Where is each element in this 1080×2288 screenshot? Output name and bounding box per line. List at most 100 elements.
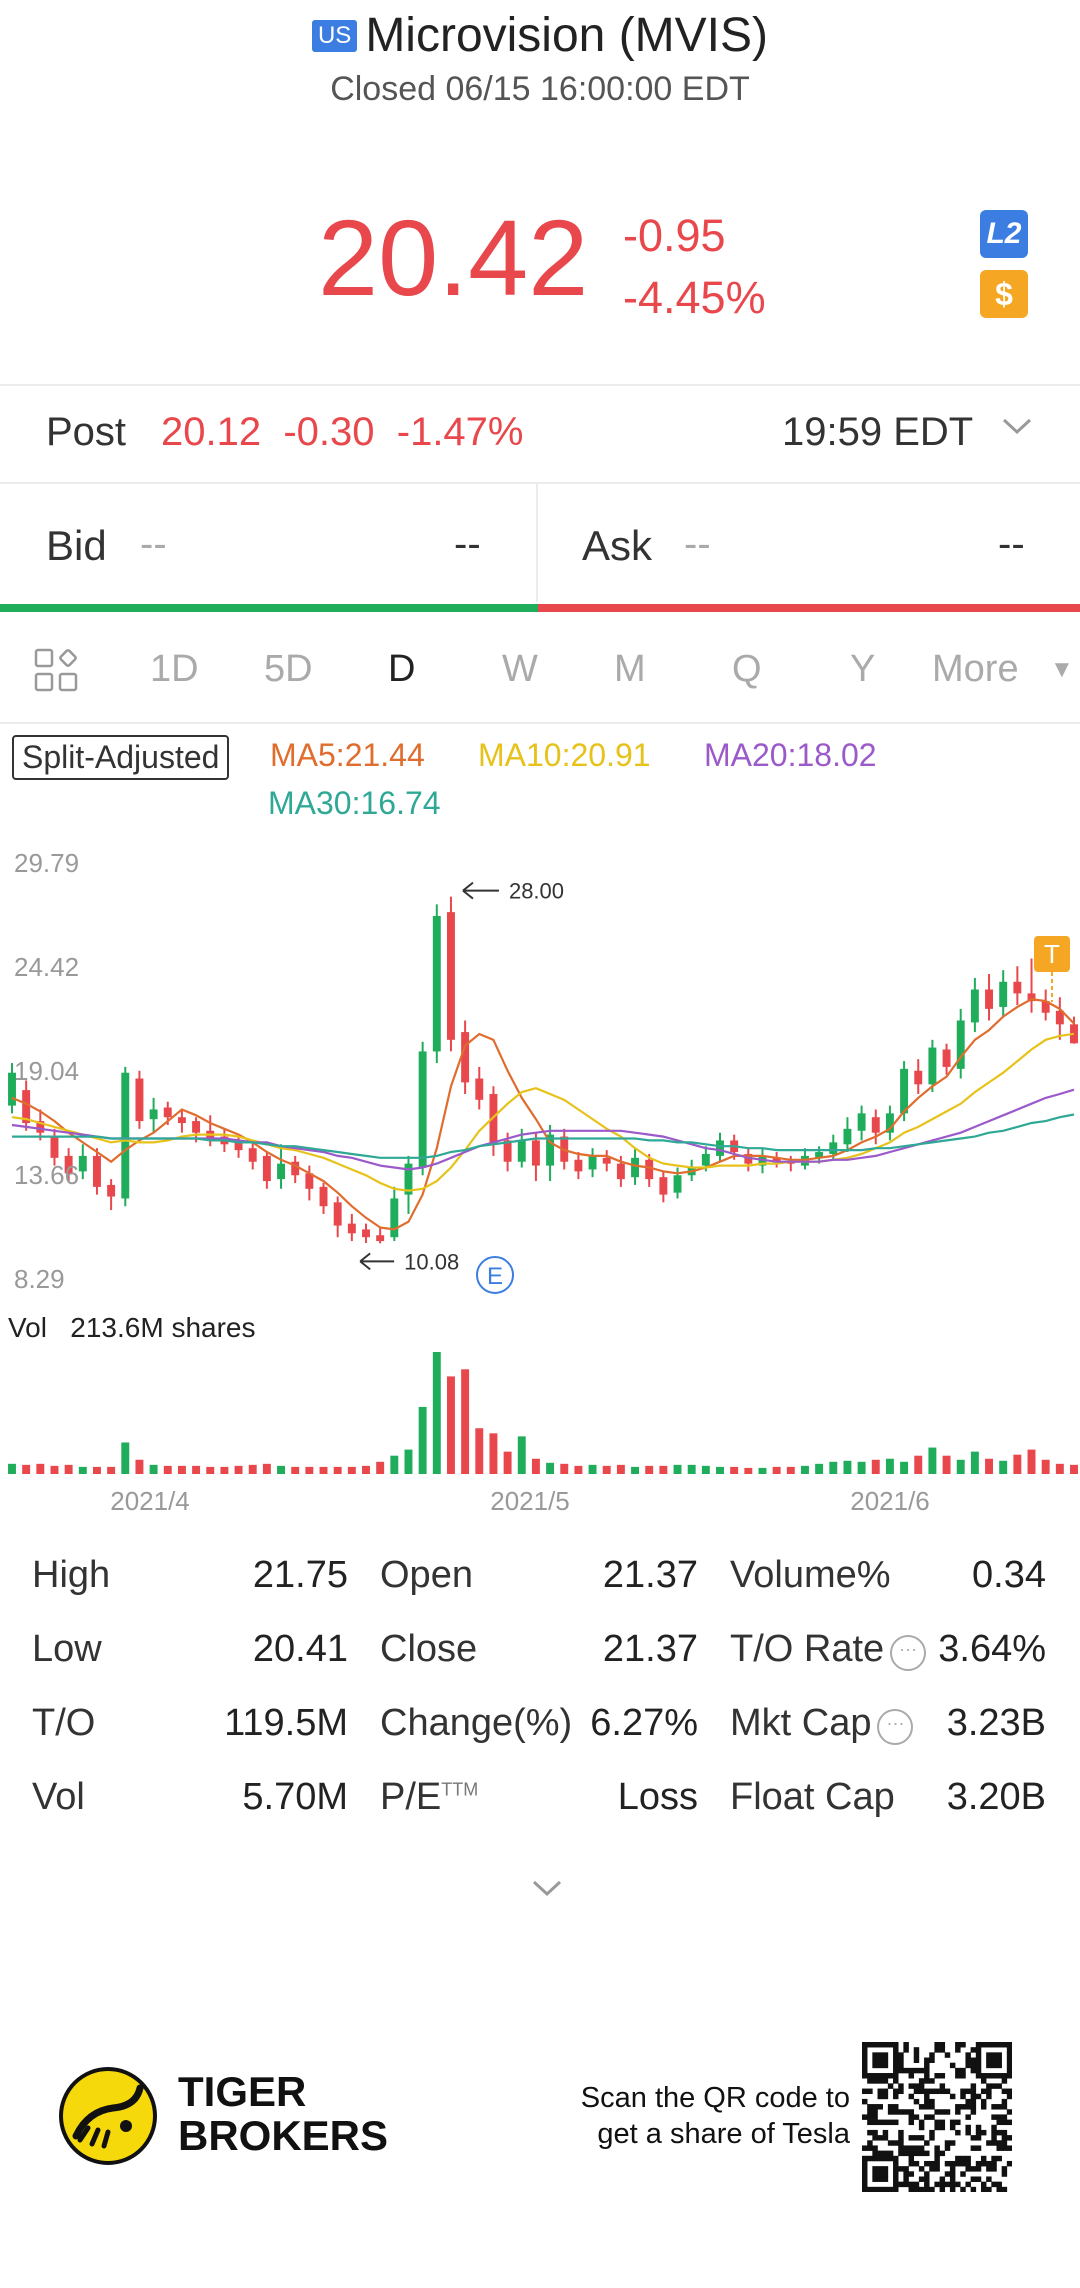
volume-title: Vol <box>8 1312 47 1343</box>
tab-1d[interactable]: 1D <box>150 648 199 690</box>
post-market-values: 20.12 -0.30 -1.47% <box>161 410 524 455</box>
volume-bar <box>107 1466 116 1474</box>
tab-quarterly[interactable]: Q <box>732 648 762 690</box>
divider <box>0 722 1080 724</box>
expand-chevron-icon[interactable] <box>530 1870 564 1909</box>
volume-bar <box>1041 1459 1050 1474</box>
candle-body <box>135 1078 144 1122</box>
candle <box>22 1080 31 1131</box>
info-icon[interactable]: ··· <box>890 1635 927 1671</box>
volume-bar <box>248 1464 257 1474</box>
volume-bar <box>560 1463 569 1474</box>
level2-button[interactable]: L2 <box>980 210 1028 258</box>
candle-body <box>319 1186 328 1207</box>
candle <box>36 1109 45 1141</box>
volume-bar <box>390 1455 399 1474</box>
stat-label: Float Cap <box>730 1776 895 1819</box>
volume-bar <box>489 1433 498 1474</box>
volume-bar <box>758 1467 767 1474</box>
candle-body <box>531 1140 540 1166</box>
candle-body <box>772 1157 781 1162</box>
volume-bar <box>177 1465 186 1474</box>
candle <box>857 1105 866 1141</box>
y-tick-label: 8.29 <box>14 1264 65 1294</box>
candle-body <box>461 1032 470 1083</box>
trade-button[interactable]: $ <box>980 270 1028 318</box>
volume-bar <box>701 1465 710 1474</box>
candle <box>985 974 994 1021</box>
tab-5d[interactable]: 5D <box>264 648 313 690</box>
post-market-time: 19:59 EDT <box>782 410 974 454</box>
price-change: -0.95 -4.45% <box>623 205 766 329</box>
x-tick-label: 2021/4 <box>110 1486 190 1516</box>
candle <box>1041 989 1050 1021</box>
ma-line-ma30 <box>12 1113 1075 1159</box>
stat-label-text: Float Cap <box>730 1776 895 1818</box>
stat-label-text: Volume% <box>730 1554 891 1596</box>
tab-daily[interactable]: D <box>388 648 416 690</box>
candle <box>461 1020 470 1094</box>
candle-body <box>970 989 979 1023</box>
volume-bar <box>687 1464 696 1474</box>
candle-body <box>517 1140 526 1162</box>
volume-bar <box>376 1461 385 1474</box>
candle <box>1013 966 1022 1005</box>
candle-body <box>885 1113 894 1133</box>
ma-line-ma10 <box>11 1032 1075 1192</box>
stat-value: 21.75 <box>252 1554 348 1596</box>
stat-label-text: Mkt Cap <box>730 1702 872 1744</box>
candle-body <box>1027 993 1036 1002</box>
stat-value: 21.37 <box>602 1628 698 1670</box>
candle-body <box>432 915 441 1052</box>
volume-bar <box>985 1458 994 1474</box>
tab-monthly[interactable]: M <box>614 648 646 690</box>
candle-body <box>149 1109 158 1120</box>
change-percent: -4.45% <box>623 272 766 323</box>
earnings-marker-label: E <box>487 1263 503 1290</box>
candle <box>149 1097 158 1133</box>
change-value: -0.95 <box>623 210 726 261</box>
volume-bar <box>531 1458 540 1474</box>
stat-value: 0.34 <box>972 1554 1046 1596</box>
candle <box>885 1105 894 1141</box>
candle-body <box>999 981 1008 1007</box>
volume-bar <box>1070 1464 1078 1474</box>
volume-bar <box>885 1458 894 1474</box>
grid-layout-icon[interactable] <box>34 648 78 692</box>
volume-bar <box>616 1464 625 1474</box>
tab-weekly[interactable]: W <box>502 648 538 690</box>
candle-body <box>843 1128 852 1145</box>
candle-body <box>871 1117 880 1133</box>
candle-body <box>914 1070 923 1085</box>
volume-bar <box>163 1465 172 1474</box>
chevron-down-icon[interactable] <box>1000 412 1034 446</box>
tab-yearly[interactable]: Y <box>850 648 876 690</box>
candle-body <box>546 1134 555 1166</box>
candle-body <box>262 1155 271 1182</box>
volume-bar <box>64 1464 73 1474</box>
bid-price: -- <box>140 522 167 566</box>
candle-body <box>376 1235 385 1242</box>
volume-bar <box>588 1464 597 1474</box>
caret-down-icon[interactable]: ▼ <box>1050 656 1074 683</box>
volume-bar <box>857 1461 866 1474</box>
volume-label: Vol 213.6M shares <box>8 1312 256 1344</box>
stat-label-text: T/O <box>32 1702 96 1744</box>
volume-bar <box>36 1463 45 1474</box>
tab-more[interactable]: More <box>932 648 1019 690</box>
candlestick-chart[interactable]: 29.79 24.42 19.04 13.66 8.29 2021/4 2021/5 2021… <box>0 840 1080 1520</box>
volume-bar <box>347 1466 356 1474</box>
earnings-marker <box>476 1256 514 1294</box>
candle-body <box>22 1090 31 1124</box>
brand-line-1: TIGER <box>178 2068 307 2115</box>
split-adjusted-toggle[interactable]: Split-Adjusted <box>12 735 230 780</box>
volume-bar <box>1013 1454 1022 1474</box>
volume-bar <box>843 1460 852 1474</box>
candle-body <box>673 1175 682 1193</box>
candle-body <box>815 1152 824 1158</box>
info-icon[interactable]: ··· <box>877 1709 914 1745</box>
volume-bar <box>914 1455 923 1474</box>
stat-value: 6.27% <box>590 1702 698 1744</box>
low-price-marker: 10.08 <box>404 1249 459 1274</box>
candle <box>206 1115 215 1147</box>
